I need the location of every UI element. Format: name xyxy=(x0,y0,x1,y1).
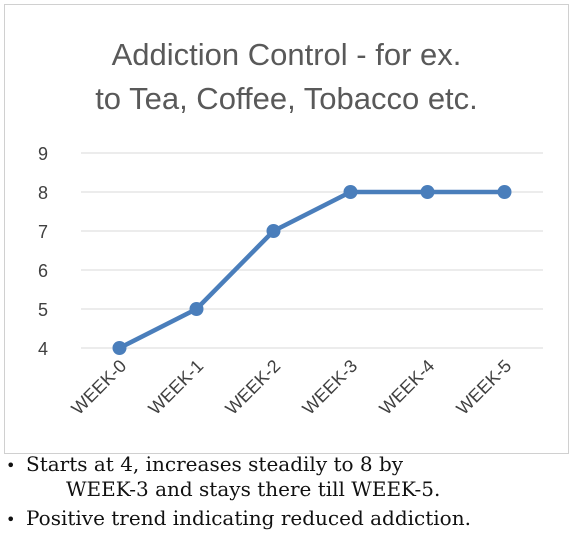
data-point xyxy=(266,224,281,238)
chart-title-line-2: to Tea, Coffee, Tobacco etc. xyxy=(95,81,478,116)
x-tick-label: WEEK-5 xyxy=(452,356,515,419)
bullet-icon: • xyxy=(6,456,16,475)
note-1-line-1: Starts at 4, increases steadily to 8 by xyxy=(26,452,404,476)
x-tick-label: WEEK-0 xyxy=(67,356,130,419)
note-2-line-1: Positive trend indicating reduced addict… xyxy=(26,506,471,530)
data-point xyxy=(112,341,127,355)
data-point xyxy=(497,185,512,199)
x-tick-label: WEEK-3 xyxy=(298,356,361,419)
y-tick-label: 7 xyxy=(38,222,48,242)
y-tick-label: 8 xyxy=(38,183,48,203)
x-tick-label: WEEK-4 xyxy=(375,356,438,419)
data-point xyxy=(189,302,204,316)
note-1-line-2: WEEK-3 and stays there till WEEK-5. xyxy=(66,477,441,501)
x-tick-label: WEEK-2 xyxy=(221,356,284,419)
chart-frame: Addiction Control - for ex. to Tea, Coff… xyxy=(4,4,569,454)
bullet-icon: • xyxy=(6,510,16,529)
chart-title-line-1: Addiction Control - for ex. xyxy=(111,37,462,72)
data-point xyxy=(343,185,358,199)
data-point xyxy=(420,185,435,199)
y-tick-label: 9 xyxy=(38,144,48,164)
y-tick-label: 6 xyxy=(38,261,48,281)
series-line xyxy=(117,189,507,351)
y-tick-label: 5 xyxy=(38,300,48,320)
line-chart: 4 5 6 7 8 9 WEEK-0 WEEK-1 WEEK-2 WEEK-3 WEEK-4 WEEK… xyxy=(38,144,543,419)
x-tick-label: WEEK-1 xyxy=(144,356,207,419)
y-tick-label: 4 xyxy=(38,339,48,359)
